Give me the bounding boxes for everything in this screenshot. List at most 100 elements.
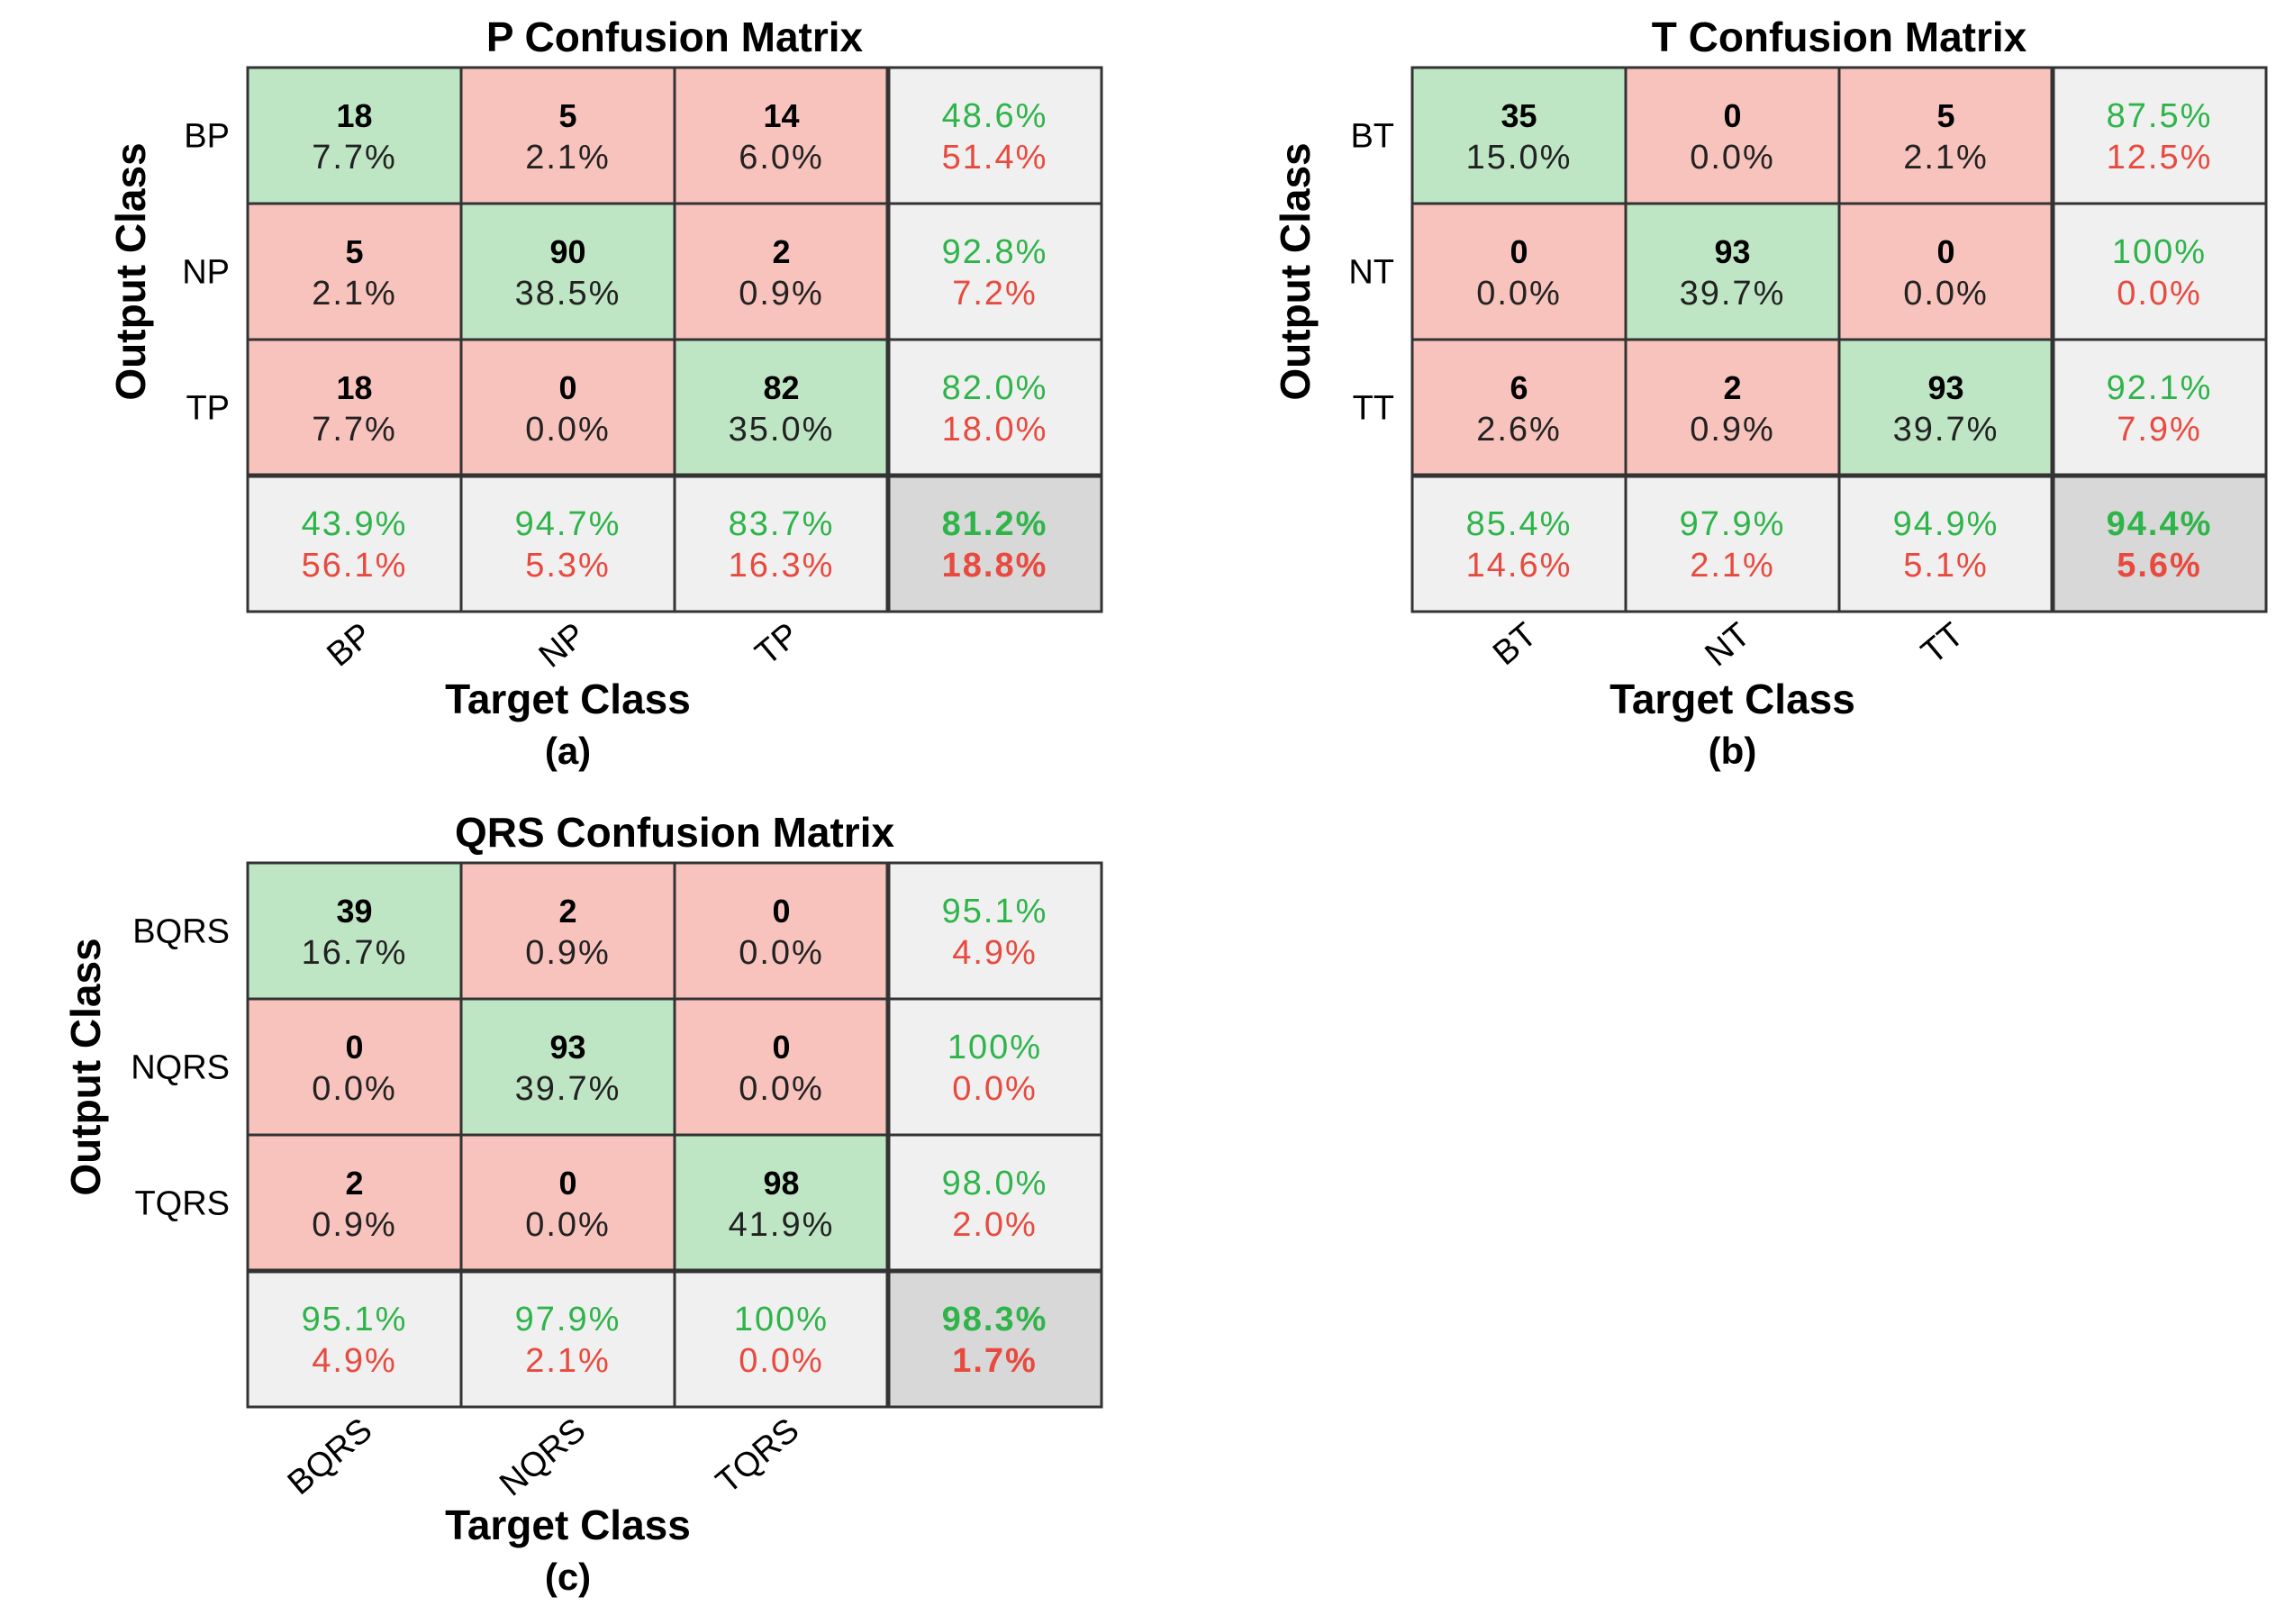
cell-count: 0 xyxy=(1936,233,1954,270)
x-tick-label: BP xyxy=(320,616,379,675)
summary-correct-percent: 85.4% xyxy=(1466,505,1573,543)
cell-count: 2 xyxy=(345,1165,363,1202)
cell-percent: 7.7% xyxy=(312,411,397,449)
off-diagonal-cell xyxy=(459,338,676,477)
x-tick-label: NQRS xyxy=(493,1411,593,1504)
y-tick-label: TQRS xyxy=(134,1185,230,1223)
x-axis-title: Target Class xyxy=(445,1502,691,1548)
x-tick-label: BT xyxy=(1486,616,1544,673)
cell-percent: 39.7% xyxy=(1893,411,1999,449)
summary-error-percent: 5.3% xyxy=(525,547,611,585)
diagonal-cell xyxy=(1837,338,2054,477)
cell-percent: 6.0% xyxy=(739,139,824,177)
diagonal-cell xyxy=(246,66,463,205)
off-diagonal-cell xyxy=(246,997,463,1137)
row-summary-cell xyxy=(886,338,1103,477)
summary-correct-percent: 81.2% xyxy=(942,505,1048,543)
summary-correct-percent: 95.1% xyxy=(942,893,1048,930)
cell-percent: 0.0% xyxy=(312,1070,397,1108)
summary-correct-percent: 100% xyxy=(734,1301,829,1338)
column-summary-cell xyxy=(1837,474,2054,613)
off-diagonal-cell xyxy=(1624,66,1841,205)
y-tick-label: TP xyxy=(186,390,230,428)
column-summary-cell xyxy=(673,474,890,613)
summary-error-percent: 51.4% xyxy=(942,139,1048,177)
summary-error-percent: 1.7% xyxy=(952,1342,1038,1380)
row-summary-cell xyxy=(886,997,1103,1137)
summary-error-percent: 2.1% xyxy=(1690,547,1775,585)
cell-count: 0 xyxy=(1723,97,1741,134)
x-tick-label: TP xyxy=(748,616,806,673)
cell-count: 90 xyxy=(549,233,585,270)
cell-count: 93 xyxy=(1927,369,1963,406)
x-tick-label: NT xyxy=(1698,616,1757,675)
y-tick-label: BT xyxy=(1350,118,1394,156)
panel-caption: (b) xyxy=(1709,730,1757,772)
summary-error-percent: 5.1% xyxy=(1903,547,1989,585)
diagonal-cell xyxy=(673,1133,890,1273)
cell-percent: 0.0% xyxy=(1903,275,1989,313)
cell-percent: 2.1% xyxy=(1903,139,1989,177)
cell-percent: 39.7% xyxy=(515,1070,621,1108)
cell-count: 82 xyxy=(763,369,799,406)
diagonal-cell xyxy=(1624,202,1841,341)
off-diagonal-cell xyxy=(673,861,890,1001)
column-summary-cell xyxy=(246,474,463,613)
cell-count: 0 xyxy=(558,369,576,406)
cell-count: 0 xyxy=(1510,233,1528,270)
summary-correct-percent: 97.9% xyxy=(515,1301,621,1338)
summary-correct-percent: 98.0% xyxy=(942,1165,1048,1202)
summary-error-percent: 18.0% xyxy=(942,411,1048,449)
cell-count: 18 xyxy=(336,369,372,406)
row-summary-cell xyxy=(886,66,1103,205)
cell-count: 0 xyxy=(772,1029,790,1066)
cell-percent: 7.7% xyxy=(312,139,397,177)
summary-correct-percent: 43.9% xyxy=(302,505,408,543)
cell-percent: 16.7% xyxy=(302,934,408,972)
panel-caption: (a) xyxy=(545,730,591,772)
y-tick-label: TT xyxy=(1353,390,1394,428)
off-diagonal-cell xyxy=(1624,338,1841,477)
cell-count: 93 xyxy=(1714,233,1750,270)
off-diagonal-cell xyxy=(246,202,463,341)
row-summary-cell xyxy=(2051,202,2268,341)
x-tick-label: TT xyxy=(1915,616,1972,672)
cell-percent: 0.9% xyxy=(1690,411,1775,449)
summary-error-percent: 2.1% xyxy=(525,1342,611,1380)
summary-correct-percent: 94.9% xyxy=(1893,505,1999,543)
cell-percent: 0.9% xyxy=(739,275,824,313)
cell-count: 18 xyxy=(336,97,372,134)
column-summary-cell xyxy=(1624,474,1841,613)
diagonal-cell xyxy=(459,997,676,1137)
summary-correct-percent: 97.9% xyxy=(1680,505,1786,543)
row-summary-cell xyxy=(886,1133,1103,1273)
summary-correct-percent: 83.7% xyxy=(729,505,835,543)
summary-error-percent: 2.0% xyxy=(952,1206,1038,1244)
row-summary-cell xyxy=(886,202,1103,341)
chart-title: T Confusion Matrix xyxy=(1652,14,2027,60)
cell-count: 98 xyxy=(763,1165,799,1202)
cell-percent: 0.9% xyxy=(312,1206,397,1244)
cell-percent: 38.5% xyxy=(515,275,621,313)
diagonal-cell xyxy=(1410,66,1628,205)
cell-count: 5 xyxy=(558,97,576,134)
summary-error-percent: 4.9% xyxy=(312,1342,397,1380)
summary-correct-percent: 98.3% xyxy=(942,1301,1048,1338)
cell-percent: 15.0% xyxy=(1466,139,1573,177)
cell-percent: 41.9% xyxy=(729,1206,835,1244)
off-diagonal-cell xyxy=(1410,338,1628,477)
y-axis-title: Output Class xyxy=(107,142,154,400)
summary-correct-percent: 94.7% xyxy=(515,505,621,543)
cell-count: 0 xyxy=(345,1029,363,1066)
summary-correct-percent: 95.1% xyxy=(302,1301,408,1338)
y-tick-label: NT xyxy=(1348,254,1394,292)
summary-error-percent: 56.1% xyxy=(302,547,408,585)
off-diagonal-cell xyxy=(673,66,890,205)
summary-error-percent: 12.5% xyxy=(2107,139,2213,177)
y-tick-label: BQRS xyxy=(132,913,230,951)
overall-accuracy-cell xyxy=(886,474,1103,613)
y-tick-label: BP xyxy=(184,118,230,156)
off-diagonal-cell xyxy=(1837,202,2054,341)
cell-percent: 0.0% xyxy=(525,1206,611,1244)
